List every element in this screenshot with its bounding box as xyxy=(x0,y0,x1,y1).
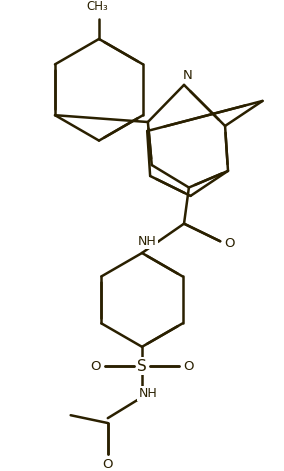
Text: CH₃: CH₃ xyxy=(86,0,108,13)
Text: O: O xyxy=(184,360,194,373)
Text: O: O xyxy=(90,360,100,373)
Text: S: S xyxy=(137,359,147,374)
Text: O: O xyxy=(225,237,235,250)
Text: N: N xyxy=(183,69,193,81)
Text: NH: NH xyxy=(137,235,156,248)
Text: NH: NH xyxy=(139,387,157,400)
Text: O: O xyxy=(103,458,113,471)
